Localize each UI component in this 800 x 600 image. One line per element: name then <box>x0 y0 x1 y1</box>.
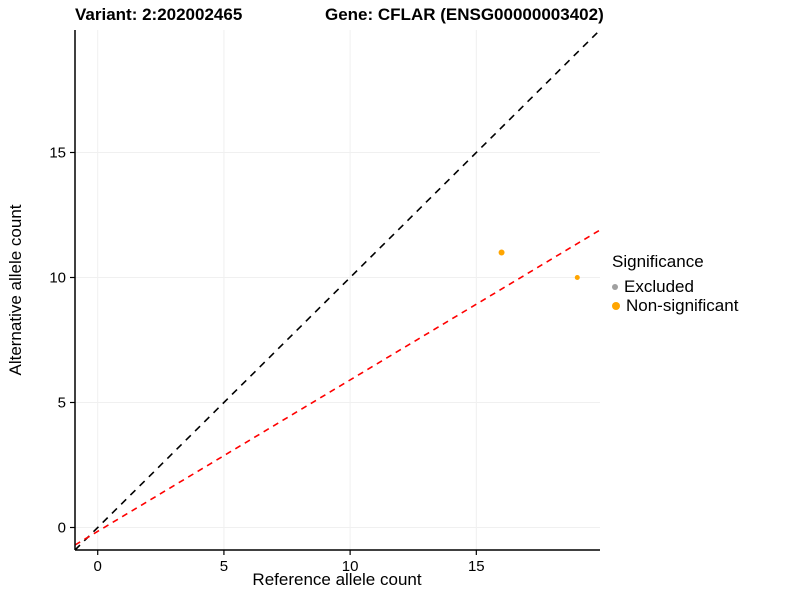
legend-item-excluded: Excluded <box>612 277 738 296</box>
x-tick-label: 0 <box>94 558 102 575</box>
excluded-dot-icon <box>612 283 618 290</box>
legend-item-label: Non-significant <box>626 296 739 315</box>
x-axis-label: Reference allele count <box>252 570 422 589</box>
fit-line <box>74 229 601 546</box>
y-axis-label: Alternative allele count <box>6 204 25 376</box>
y-tick-label: 15 <box>49 145 66 162</box>
gene-title: Gene: CFLAR (ENSG00000003402) <box>325 5 604 24</box>
y-tick-label: 5 <box>58 395 66 412</box>
data-point <box>574 275 580 280</box>
x-tick-label: 10 <box>342 558 359 575</box>
identity-line <box>74 29 601 551</box>
legend-item-label: Excluded <box>624 277 694 296</box>
non-significant-dot-icon <box>612 301 620 310</box>
variant-title: Variant: 2:202002465 <box>75 5 243 24</box>
legend-item-non-significant: Non-significant <box>612 296 738 315</box>
y-tick-label: 10 <box>49 270 66 287</box>
legend-title: Significance <box>612 252 704 271</box>
x-tick-label: 5 <box>220 558 228 575</box>
data-point <box>498 249 505 256</box>
x-tick-label: 15 <box>468 558 485 575</box>
significance-legend: Significance Excluded Non-significant <box>612 252 738 315</box>
y-tick-label: 0 <box>58 520 66 537</box>
